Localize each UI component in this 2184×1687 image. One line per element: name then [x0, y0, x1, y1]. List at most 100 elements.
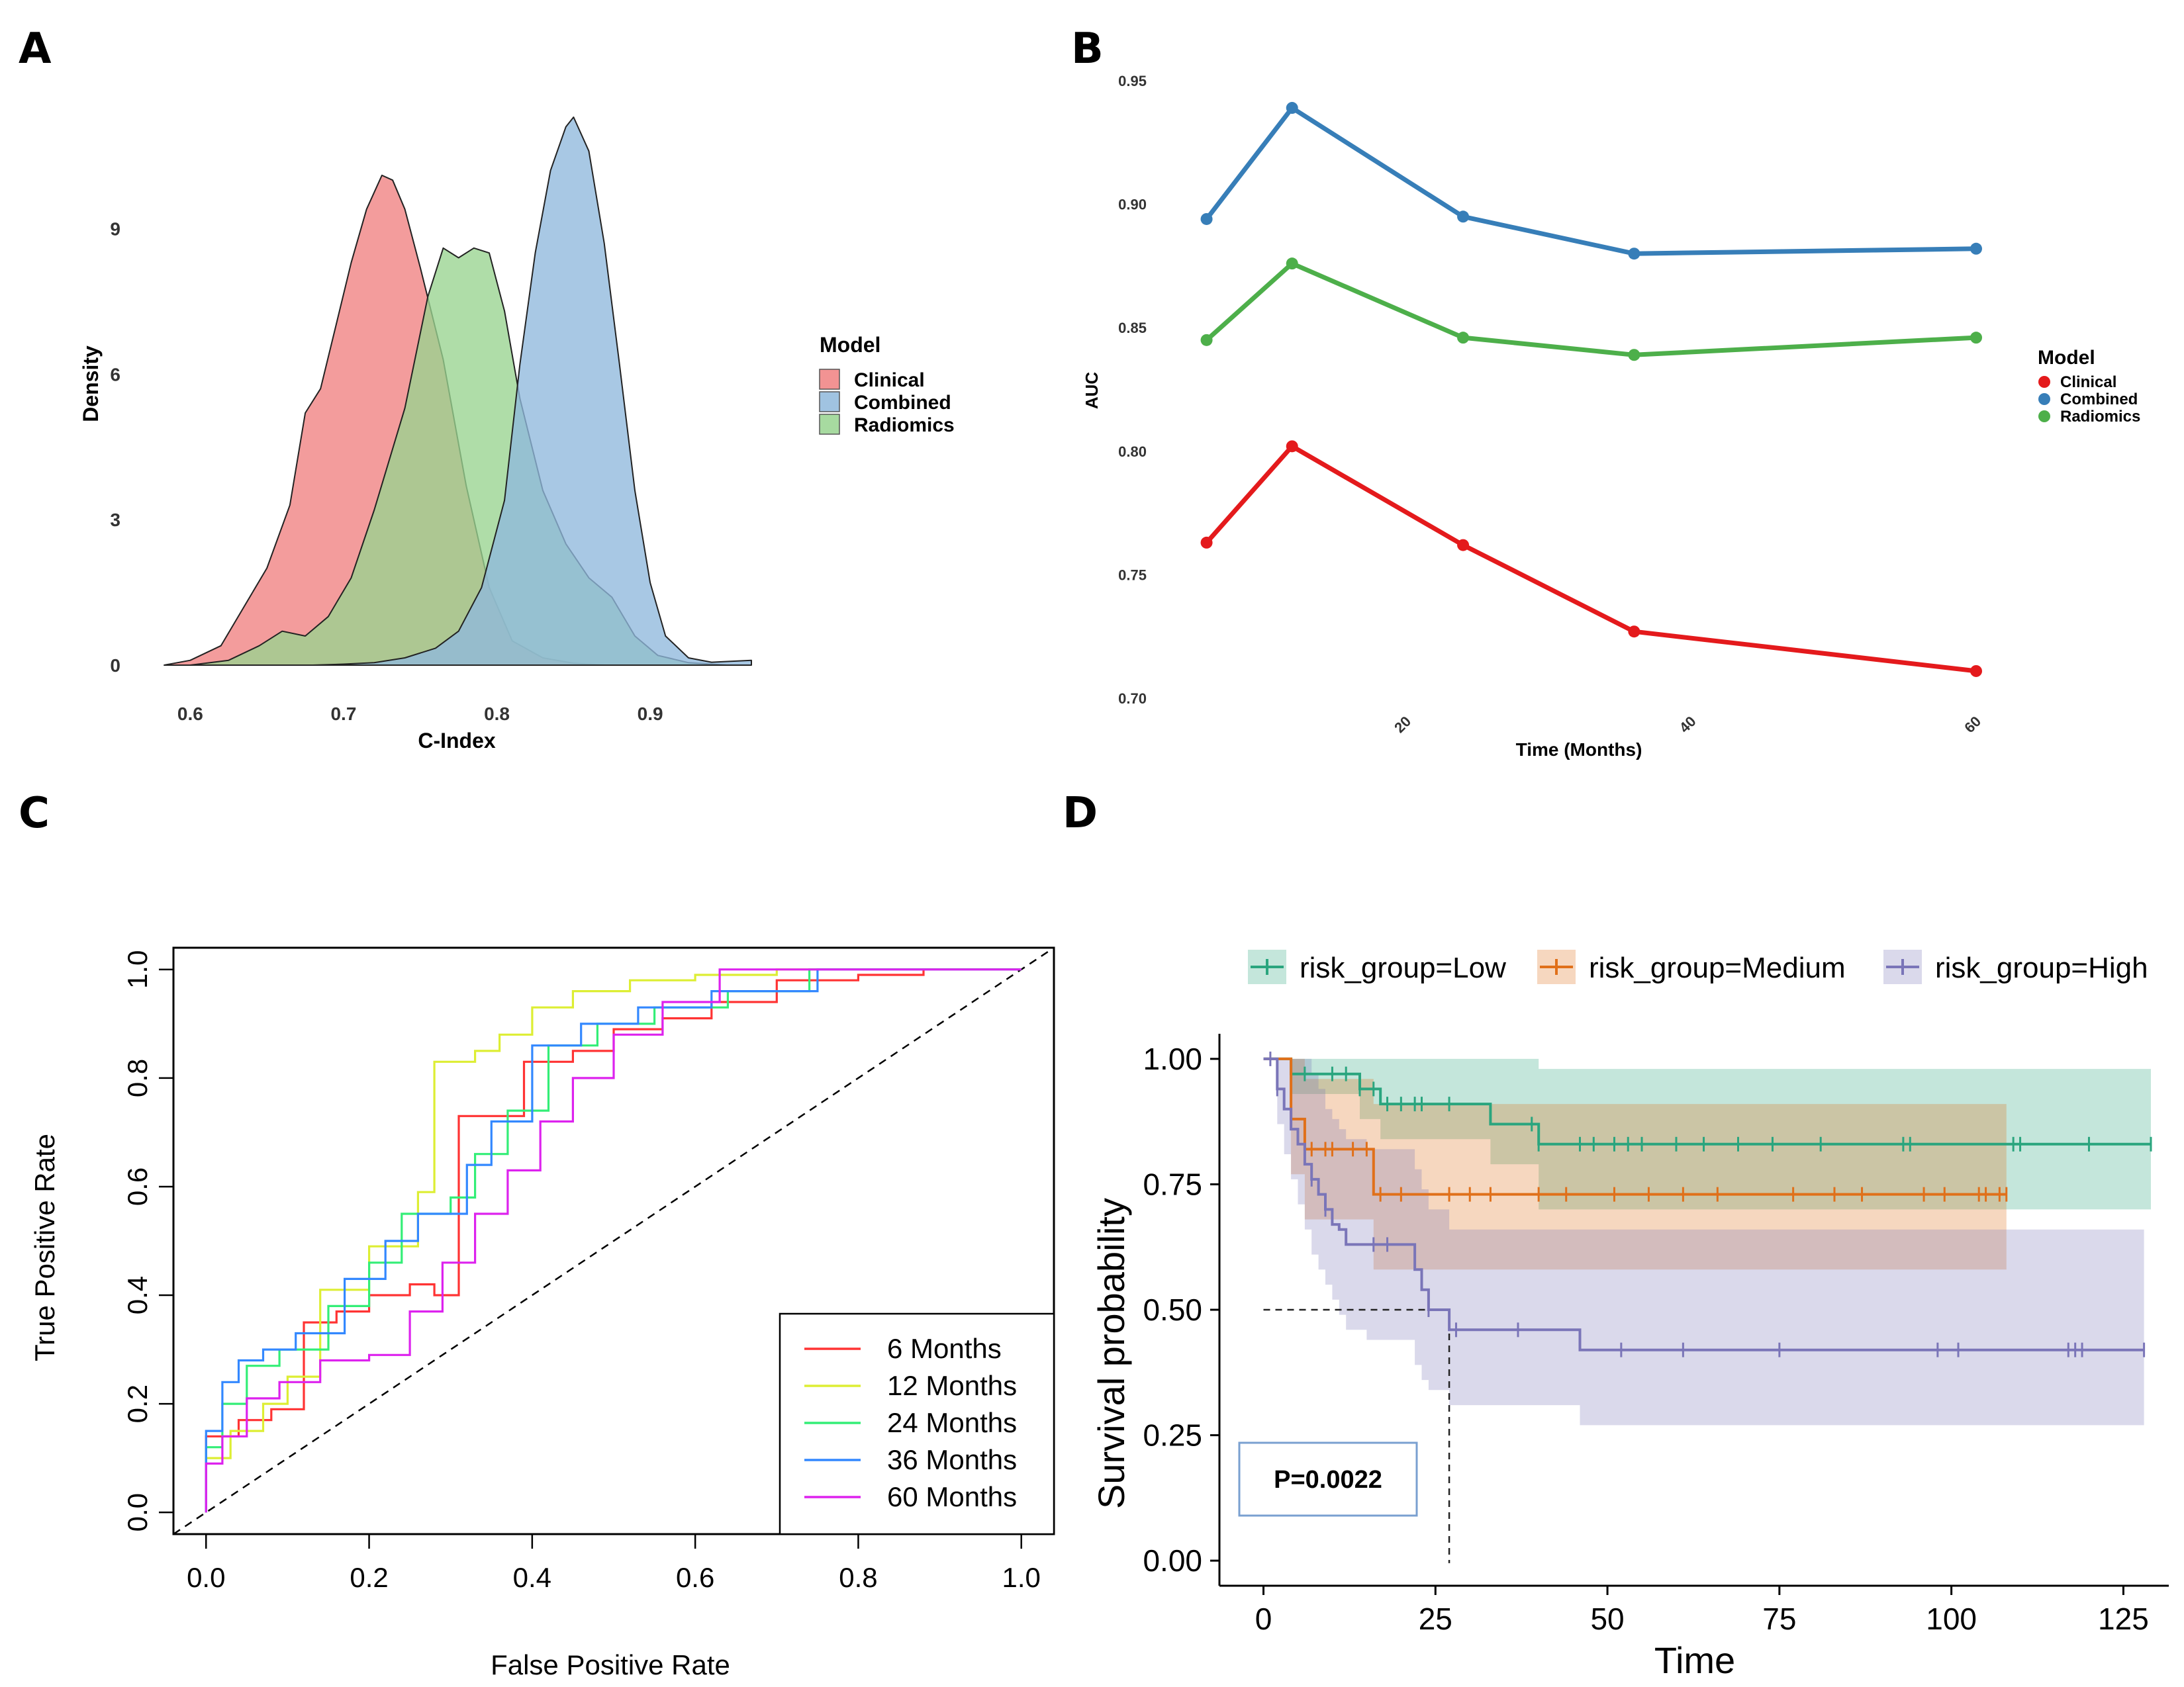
roc-curve-m12	[205, 968, 1021, 1513]
x-tick-label: 0.6	[177, 704, 203, 724]
x-tick-label: 60	[1961, 713, 1984, 736]
auc-point-combined	[1457, 210, 1470, 223]
legend: 6 Months 12 Months 24 Months 36 Months 60 Mo…	[779, 1312, 1055, 1535]
legend-title: Model	[820, 333, 880, 357]
panel-label-c: C	[19, 789, 50, 838]
confidence-bands	[1263, 1058, 2151, 1426]
legend: risk_group=Low risk_group=Medium risk_grou…	[1248, 950, 2148, 984]
x-tick-label: 0.7	[330, 704, 356, 724]
legend-label-high: risk_group=High	[1935, 952, 2148, 984]
y-tick-label: 0.0	[122, 1493, 153, 1531]
y-axis-title: Density	[79, 345, 103, 422]
y-tick-label: 0.00	[1143, 1543, 1202, 1578]
y-tick-label: 0.80	[1118, 443, 1147, 460]
auc-point-combined	[1970, 242, 1982, 255]
legend-label-clinical: Clinical	[854, 369, 925, 391]
y-tick-label: 0.50	[1143, 1293, 1202, 1327]
y-tick-label: 1.0	[122, 950, 153, 989]
roc-curve-m36	[205, 968, 1021, 1513]
legend-title: Model	[2038, 347, 2095, 369]
auc-point-clinical	[1628, 625, 1640, 638]
y-axis-title: AUC	[1082, 372, 1102, 410]
auc-point-clinical	[1970, 664, 1982, 677]
y-tick-label: 0.70	[1118, 690, 1147, 707]
y-tick-labels: 0 3 6 9	[110, 219, 120, 676]
y-tick-label: 0	[110, 655, 120, 676]
x-tick-label: 125	[2098, 1602, 2149, 1636]
y-tick-label: 0.25	[1143, 1418, 1202, 1453]
y-tick-label: 0.8	[122, 1059, 153, 1097]
y-axis: 0.0 0.2 0.4 0.6 0.8 1.0	[122, 950, 173, 1531]
pvalue-label: P=0.0022	[1274, 1466, 1382, 1494]
legend-label-m6: 6 Months	[887, 1333, 1002, 1364]
legend-label-medium: risk_group=Medium	[1589, 952, 1846, 984]
auc-point-combined	[1200, 212, 1213, 225]
x-tick-label: 50	[1590, 1602, 1624, 1636]
auc-point-clinical	[1200, 536, 1213, 549]
auc-point-radiomics	[1286, 257, 1298, 270]
survival-curve-medium	[1263, 1057, 2007, 1196]
legend-dot-radiomics	[2038, 410, 2050, 422]
confidence-band-high	[1263, 1058, 2144, 1426]
legend-label-m36: 36 Months	[887, 1444, 1017, 1475]
x-axis: 0.0 0.2 0.4 0.6 0.8 1.0	[187, 1533, 1041, 1593]
legend-label-m24: 24 Months	[887, 1407, 1017, 1438]
y-axis-title: Survival probability	[1090, 1198, 1132, 1509]
y-tick-label: 0.90	[1118, 197, 1147, 213]
pvalue-box	[1238, 1441, 1418, 1517]
panel-d-survival-chart: 0 25 50 75 100 125 0.000.250.500.751.00 Time …	[1090, 950, 2169, 1681]
auc-point-radiomics	[1200, 334, 1213, 346]
panel-label-d: D	[1063, 789, 1098, 838]
x-tick-label: 1.0	[1002, 1562, 1041, 1593]
panel-c-roc-chart: 0.0 0.2 0.4 0.6 0.8 1.0 0.0 0.2 0.4 0.6 0.8 1.0 Fa…	[29, 946, 1055, 1680]
x-tick-label: 25	[1419, 1602, 1452, 1636]
panel-b-auc-chart: 20 40 60 0.70 0.75 0.80 0.85 0.90 0.95 Time (Mo…	[1082, 73, 2140, 760]
x-tick-label: 0	[1255, 1602, 1272, 1636]
y-tick-labels: 0.00 0.25 0.50 0.75 1.00	[1143, 1042, 1219, 1578]
legend-dot-combined	[2038, 393, 2050, 405]
x-axis-title: C-Index	[418, 729, 496, 752]
y-tick-label: 1.00	[1143, 1042, 1202, 1076]
x-tick-label: 0.4	[513, 1562, 551, 1593]
x-axis-title: False Positive Rate	[491, 1649, 730, 1680]
x-axis-title: Time (Months)	[1516, 739, 1642, 760]
legend-label-radiomics: Radiomics	[854, 414, 955, 436]
x-tick-labels: 0 25 50 75 100 125	[1255, 1586, 2149, 1636]
x-tick-label: 40	[1676, 713, 1699, 736]
density-area-combined	[189, 116, 752, 666]
auc-lines	[1200, 102, 1982, 677]
y-tick-label: 0.2	[122, 1385, 153, 1423]
panel-label-b: B	[1071, 24, 1104, 73]
y-tick-label: 0.75	[1143, 1167, 1202, 1201]
x-tick-label: 0.6	[676, 1562, 714, 1593]
auc-point-combined	[1286, 102, 1298, 114]
auc-point-combined	[1628, 248, 1640, 260]
legend-label-combined: Combined	[854, 392, 951, 414]
legend-swatch-combined	[819, 391, 840, 412]
legend-label-m12: 12 Months	[887, 1370, 1017, 1401]
auc-point-radiomics	[1628, 349, 1640, 361]
legend-label-low: risk_group=Low	[1300, 952, 1506, 984]
x-tick-label: 0.0	[187, 1562, 225, 1593]
legend-label-clinical: Clinical	[2060, 373, 2116, 391]
median-survival-lines	[1263, 1308, 1450, 1563]
roc-curve-m6	[205, 968, 1021, 1513]
y-tick-label: 0.4	[122, 1276, 153, 1314]
x-tick-label: 0.2	[350, 1562, 388, 1593]
roc-curve-m60	[205, 968, 1021, 1513]
auc-point-clinical	[1457, 539, 1470, 551]
y-tick-label: 0.6	[122, 1167, 153, 1206]
x-tick-label: 0.8	[839, 1562, 877, 1593]
y-tick-label: 3	[110, 510, 120, 530]
x-axis-title: Time	[1654, 1639, 1735, 1681]
x-tick-label: 75	[1762, 1602, 1796, 1636]
y-tick-label: 0.85	[1118, 320, 1147, 336]
auc-line-radiomics	[1205, 261, 1977, 357]
legend-label-combined: Combined	[2060, 390, 2138, 408]
x-tick-label: 0.8	[484, 704, 510, 724]
roc-curves	[205, 968, 1021, 1513]
y-tick-label: 0.75	[1118, 567, 1147, 583]
x-tick-label: 0.9	[638, 704, 663, 724]
